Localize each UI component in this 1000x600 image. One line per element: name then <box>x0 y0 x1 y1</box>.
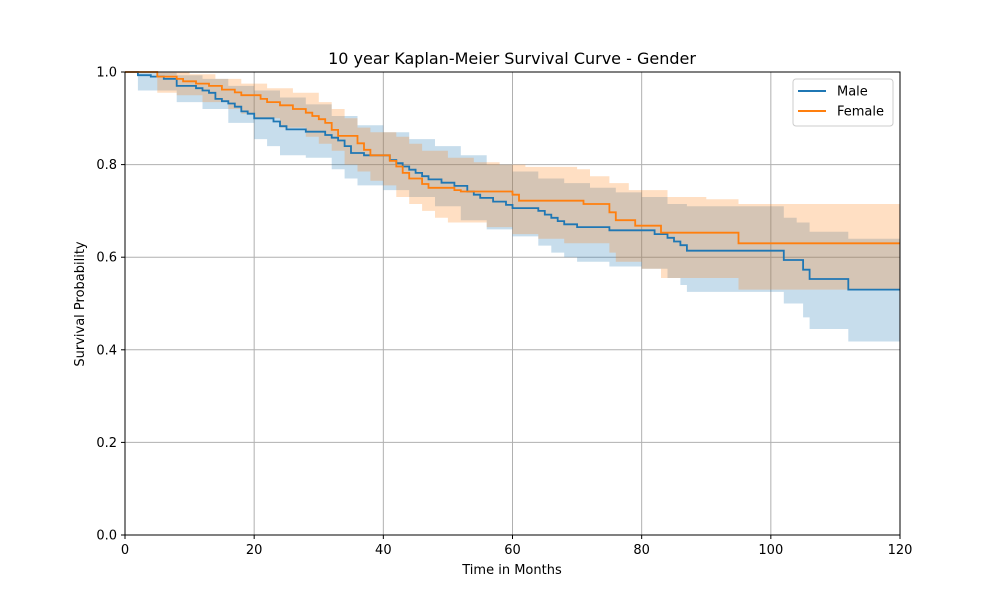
y-tick-label: 0.0 <box>96 529 117 544</box>
y-tick-label: 0.2 <box>96 436 117 451</box>
legend-label-male: Male <box>837 85 868 100</box>
x-tick-label: 40 <box>375 543 392 558</box>
x-tick-label: 60 <box>504 543 521 558</box>
legend-label-female: Female <box>837 105 884 120</box>
survival-line-female <box>125 71 900 245</box>
survival-line-male <box>125 71 900 291</box>
survival-lines <box>125 71 900 291</box>
y-tick-label: 1.0 <box>96 66 117 81</box>
legend: Male Female <box>792 78 894 127</box>
y-tick-label: 0.6 <box>96 251 117 266</box>
y-tick-label: 0.8 <box>96 158 117 173</box>
chart-title: 10 year Kaplan-Meier Survival Curve - Ge… <box>328 49 696 68</box>
x-tick-label: 0 <box>121 543 129 558</box>
x-axis-label: Time in Months <box>461 563 562 578</box>
y-axis-label: Survival Probability <box>73 241 88 367</box>
y-tick-label: 0.4 <box>96 343 117 358</box>
x-tick-label: 100 <box>758 543 783 558</box>
x-tick-label: 20 <box>246 543 263 558</box>
x-tick-label: 120 <box>888 543 913 558</box>
y-axis-ticks: 0.0 0.2 0.4 0.6 0.8 1.0 <box>96 66 125 544</box>
confidence-band-female <box>125 72 900 290</box>
x-axis-ticks: 0 20 40 60 80 100 120 <box>121 535 913 558</box>
x-tick-label: 80 <box>633 543 650 558</box>
